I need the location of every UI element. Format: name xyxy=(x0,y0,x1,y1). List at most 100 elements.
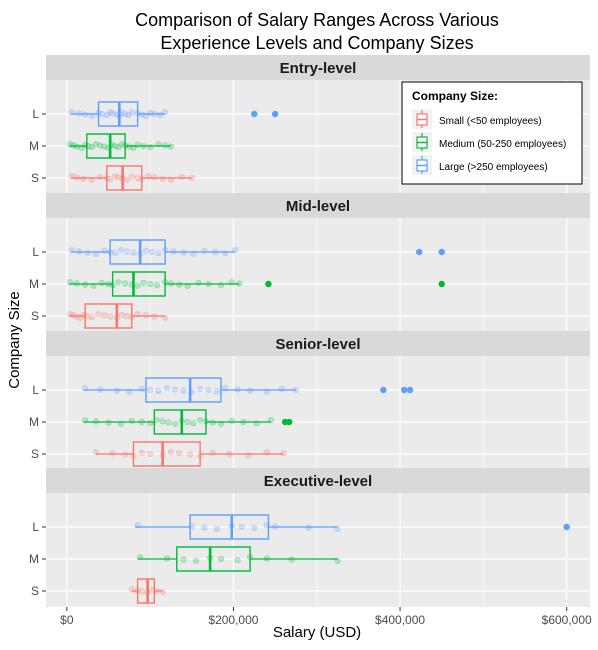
data-point xyxy=(128,109,135,116)
data-point xyxy=(162,314,169,321)
data-point xyxy=(115,279,122,286)
data-point xyxy=(113,111,120,118)
data-point xyxy=(112,142,119,150)
data-point xyxy=(176,450,183,457)
data-point xyxy=(234,386,241,393)
data-point xyxy=(112,250,119,257)
data-point xyxy=(109,450,116,457)
legend-entry: Medium (50-250 employees) xyxy=(412,132,566,152)
data-point xyxy=(245,452,252,459)
data-point xyxy=(123,312,130,320)
data-point xyxy=(116,112,123,119)
data-point xyxy=(162,109,169,116)
outlier-point xyxy=(380,386,387,394)
outlier-point xyxy=(271,110,279,118)
data-point xyxy=(134,587,141,594)
data-point xyxy=(73,313,80,320)
data-point xyxy=(155,250,162,257)
data-point xyxy=(157,112,164,119)
panels-layer: Entry-levelSMLMid-levelSMLSenior-levelSM… xyxy=(29,55,592,627)
data-point xyxy=(170,248,177,255)
data-point xyxy=(288,556,295,563)
data-point xyxy=(209,419,216,426)
data-point xyxy=(278,385,285,392)
data-point xyxy=(190,420,197,427)
data-point xyxy=(163,385,170,392)
data-point xyxy=(82,281,89,288)
data-point xyxy=(85,142,92,150)
box xyxy=(132,441,201,467)
data-point xyxy=(159,589,166,596)
data-point xyxy=(184,282,191,289)
data-point xyxy=(153,417,160,424)
data-point xyxy=(68,173,75,180)
outlier-point xyxy=(251,110,258,118)
panel-background xyxy=(46,493,590,607)
data-point xyxy=(222,250,229,257)
outlier-point xyxy=(438,280,445,288)
data-point xyxy=(267,417,275,424)
x-tick-label: $200,000 xyxy=(208,613,258,627)
data-point xyxy=(138,449,145,456)
data-point xyxy=(88,112,95,119)
data-point xyxy=(107,176,114,183)
data-point xyxy=(107,109,114,116)
data-point xyxy=(125,112,132,119)
panel-background xyxy=(46,356,590,470)
data-point xyxy=(153,282,160,289)
data-point xyxy=(80,311,87,318)
data-point xyxy=(118,141,125,148)
data-point xyxy=(73,174,80,181)
data-point xyxy=(163,555,170,562)
y-tick-label: S xyxy=(31,171,39,185)
outlier-point xyxy=(265,280,272,288)
data-point xyxy=(76,110,83,117)
data-point xyxy=(117,247,125,254)
y-tick-label: M xyxy=(29,139,39,153)
data-point xyxy=(187,451,194,458)
data-point xyxy=(178,173,185,180)
facet-panel: Senior-level S M L xyxy=(29,331,590,470)
data-point xyxy=(138,111,145,118)
data-point xyxy=(234,557,241,564)
data-point xyxy=(159,418,166,425)
data-point xyxy=(115,144,122,151)
data-point xyxy=(138,385,145,392)
data-point xyxy=(217,555,225,563)
data-point xyxy=(167,143,175,150)
data-point xyxy=(109,282,116,289)
data-point xyxy=(137,250,144,257)
data-point xyxy=(240,418,247,426)
data-point xyxy=(123,176,130,183)
outlier-point xyxy=(438,248,445,256)
data-point xyxy=(109,110,116,117)
data-point xyxy=(172,420,179,427)
data-point xyxy=(205,280,212,288)
data-point xyxy=(128,281,135,288)
data-point xyxy=(92,418,100,425)
data-point xyxy=(151,313,158,320)
data-point xyxy=(159,452,166,459)
x-tick-label: $0 xyxy=(60,613,74,627)
data-point xyxy=(148,248,155,256)
data-point xyxy=(165,419,172,426)
data-point xyxy=(77,314,84,321)
data-point xyxy=(82,141,89,148)
facet-panel: Entry-level S M L xyxy=(29,55,590,194)
data-point xyxy=(195,279,202,286)
data-point xyxy=(167,176,175,183)
data-point xyxy=(180,556,187,563)
data-point xyxy=(122,451,129,458)
data-point xyxy=(92,141,100,148)
data-point xyxy=(271,523,279,530)
data-point xyxy=(130,144,137,151)
data-point xyxy=(112,173,119,180)
box xyxy=(136,578,156,604)
data-point xyxy=(162,142,169,149)
y-tick-label: M xyxy=(29,277,39,291)
data-point xyxy=(88,314,95,321)
data-point xyxy=(82,417,89,424)
y-tick-label: M xyxy=(29,415,39,429)
data-point xyxy=(167,280,175,287)
box xyxy=(145,377,222,403)
